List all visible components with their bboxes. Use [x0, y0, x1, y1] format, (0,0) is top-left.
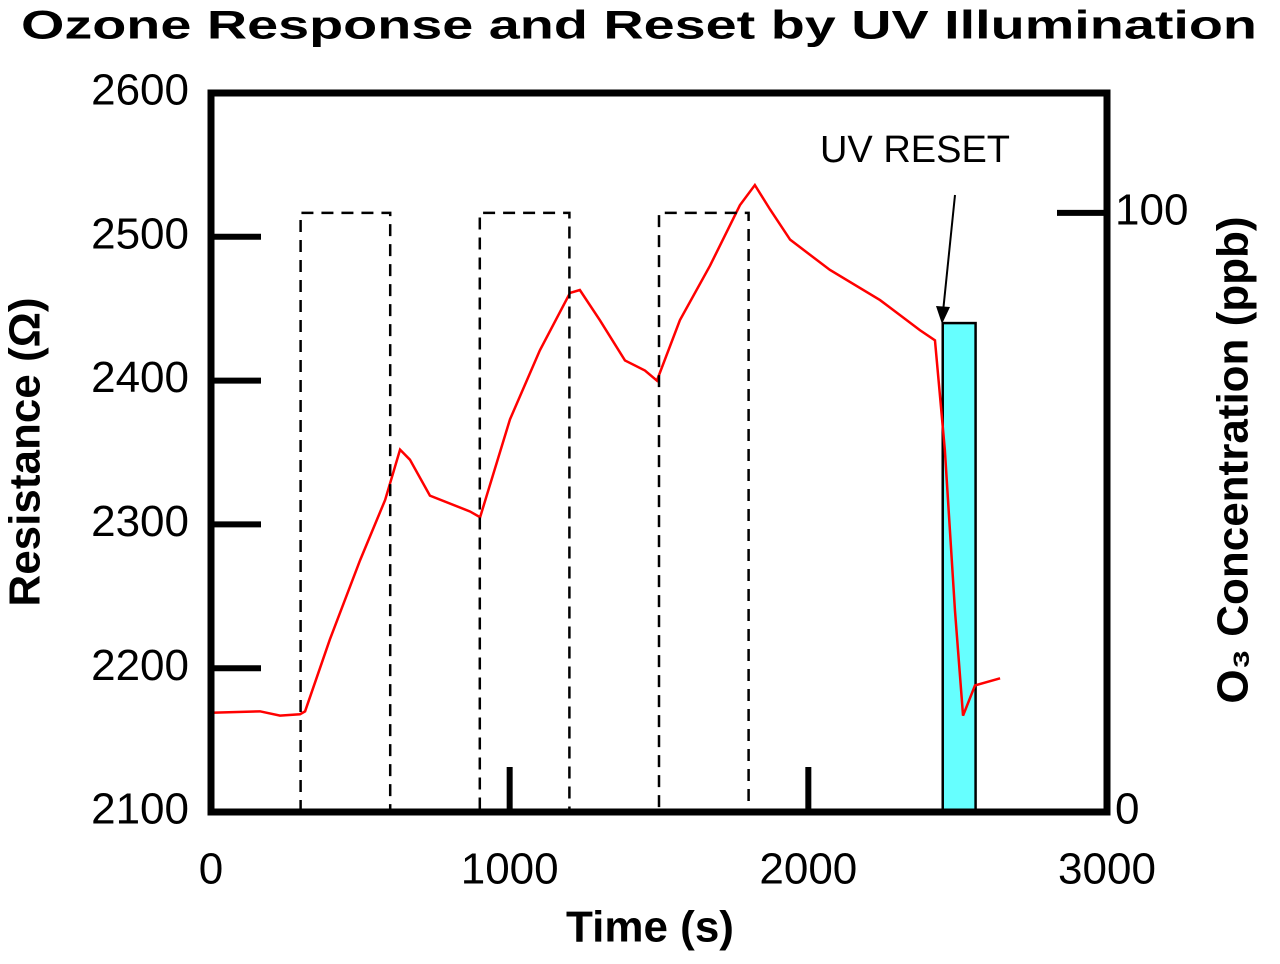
y2-tick-label: 0	[1115, 785, 1139, 834]
y-tick-label: 2100	[91, 785, 189, 834]
x-tick-label: 0	[199, 845, 223, 894]
resistance-line	[210, 182, 1001, 717]
chart-title: Ozone Response and Reset by UV Illuminat…	[21, 4, 1257, 48]
y-axis-title: Resistance (Ω)	[1, 297, 50, 606]
annotation: UV RESET	[820, 129, 1010, 171]
x-tick-label: 3000	[1058, 845, 1156, 894]
x-tick-label: 2000	[759, 845, 857, 894]
y2-axis-title: O₃ Concentration (ppb)	[1209, 216, 1258, 703]
x-tick-label: 1000	[461, 845, 559, 894]
y-tick-label: 2300	[91, 497, 189, 546]
y-tick-label: 2500	[91, 209, 189, 258]
ozone-step-line	[299, 211, 750, 814]
y-tick-label: 2400	[91, 353, 189, 402]
y-tick-label: 2600	[91, 66, 189, 115]
uv-bar	[941, 321, 977, 814]
plot-frame	[207, 89, 1111, 816]
x-axis-title: Time (s)	[566, 903, 734, 952]
arrow-head	[936, 306, 950, 324]
annotation-arrow	[942, 194, 956, 313]
y-tick-label: 2200	[91, 641, 189, 690]
y2-tick-label: 100	[1115, 185, 1188, 234]
